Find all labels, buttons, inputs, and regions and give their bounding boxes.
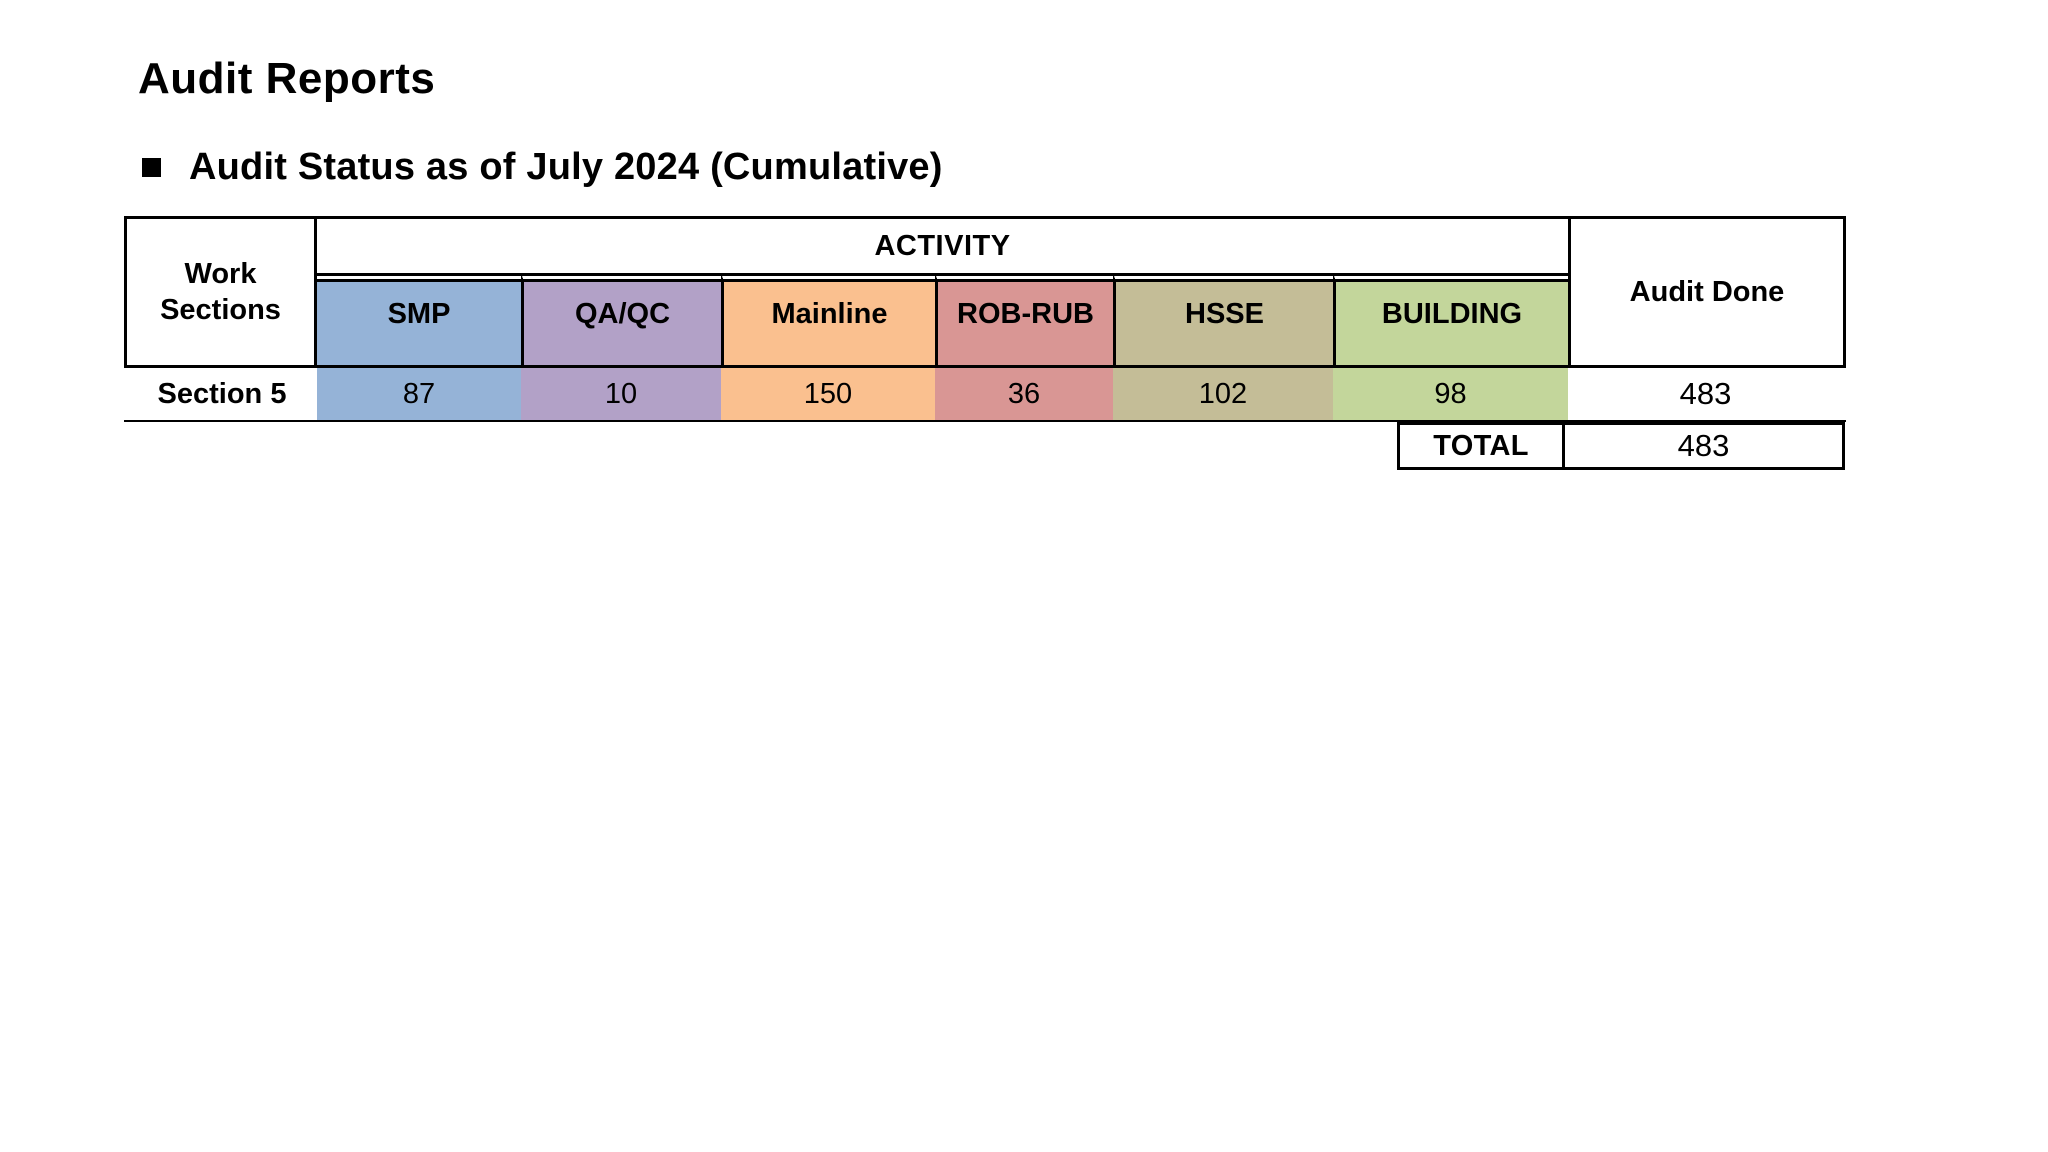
total-label: TOTAL <box>1400 425 1565 467</box>
square-bullet-icon <box>142 158 161 177</box>
column-header-hsse: HSSE <box>1113 273 1333 365</box>
column-header-rob-rub: ROB-RUB <box>935 273 1113 365</box>
column-header-smp: SMP <box>317 273 521 365</box>
total-value: 483 <box>1677 428 1730 463</box>
data-cell-rob-rub: 36 <box>935 368 1113 420</box>
data-cell-building: 98 <box>1333 368 1568 420</box>
column-header-qaqc: QA/QC <box>521 273 721 365</box>
header-work-sections: Work Sections <box>127 219 317 365</box>
header-audit-done: Audit Done <box>1568 219 1843 365</box>
row-section-label: Section 5 <box>157 377 287 410</box>
data-cell-smp: 87 <box>317 368 521 420</box>
table-bottom-rule <box>124 420 1846 422</box>
table-row-section-5: Section 5 87 10 150 36 102 98 483 <box>127 368 1843 420</box>
column-header-mainline: Mainline <box>721 273 935 365</box>
data-cell-hsse: 102 <box>1113 368 1333 420</box>
data-cell-mainline: 150 <box>721 368 935 420</box>
page-subtitle: Audit Status as of July 2024 (Cumulative… <box>189 146 943 188</box>
data-cell-qaqc: 10 <box>521 368 721 420</box>
header-activity: ACTIVITY <box>874 229 1011 262</box>
data-cell-audit-done: 483 <box>1679 376 1732 411</box>
subtitle-row: Audit Status as of July 2024 (Cumulative… <box>142 146 943 189</box>
total-box: TOTAL 483 <box>1397 422 1845 470</box>
page-title: Audit Reports <box>138 54 436 103</box>
column-header-building: BUILDING <box>1333 273 1568 365</box>
audit-table-header: Work Sections ACTIVITY Audit Done SMP QA… <box>124 216 1846 368</box>
